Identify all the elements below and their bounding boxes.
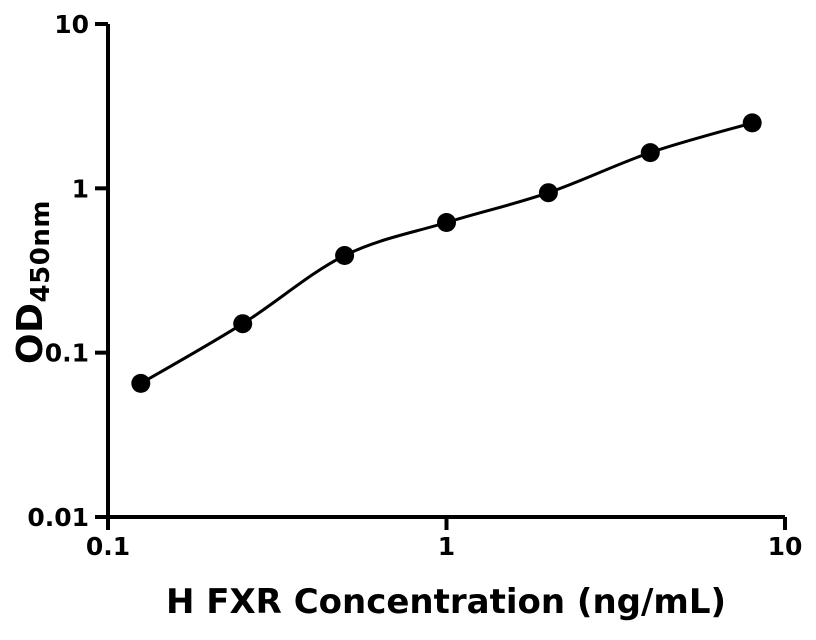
data-point (131, 373, 151, 393)
axes-spine (106, 24, 785, 519)
y-tick-label: 0.01 (27, 503, 89, 532)
data-point (437, 213, 456, 232)
x-axis-ticks: 0.1 1 10 (86, 517, 803, 561)
y-axis-title-subscript: 450nm (26, 200, 56, 303)
y-axis-title-main: OD (10, 302, 51, 364)
data-point (742, 113, 762, 133)
x-tick-label: 10 (768, 532, 803, 561)
y-axis-ticks: 10 1 0.1 0.01 (27, 10, 108, 532)
x-tick-label: 0.1 (86, 532, 130, 561)
data-point (233, 314, 253, 334)
data-points (131, 113, 762, 393)
fit-curve (140, 121, 753, 385)
y-tick-label: 0.1 (45, 339, 89, 368)
x-axis-title: H FXR Concentration (ng/mL) (165, 582, 727, 622)
y-tick-label: 1 (72, 174, 89, 203)
y-axis-title: OD450nm (10, 200, 56, 364)
x-tick-label: 1 (438, 532, 455, 561)
y-tick-label: 10 (54, 10, 89, 39)
data-point (640, 143, 660, 163)
data-point (538, 183, 558, 203)
data-point (335, 246, 355, 265)
